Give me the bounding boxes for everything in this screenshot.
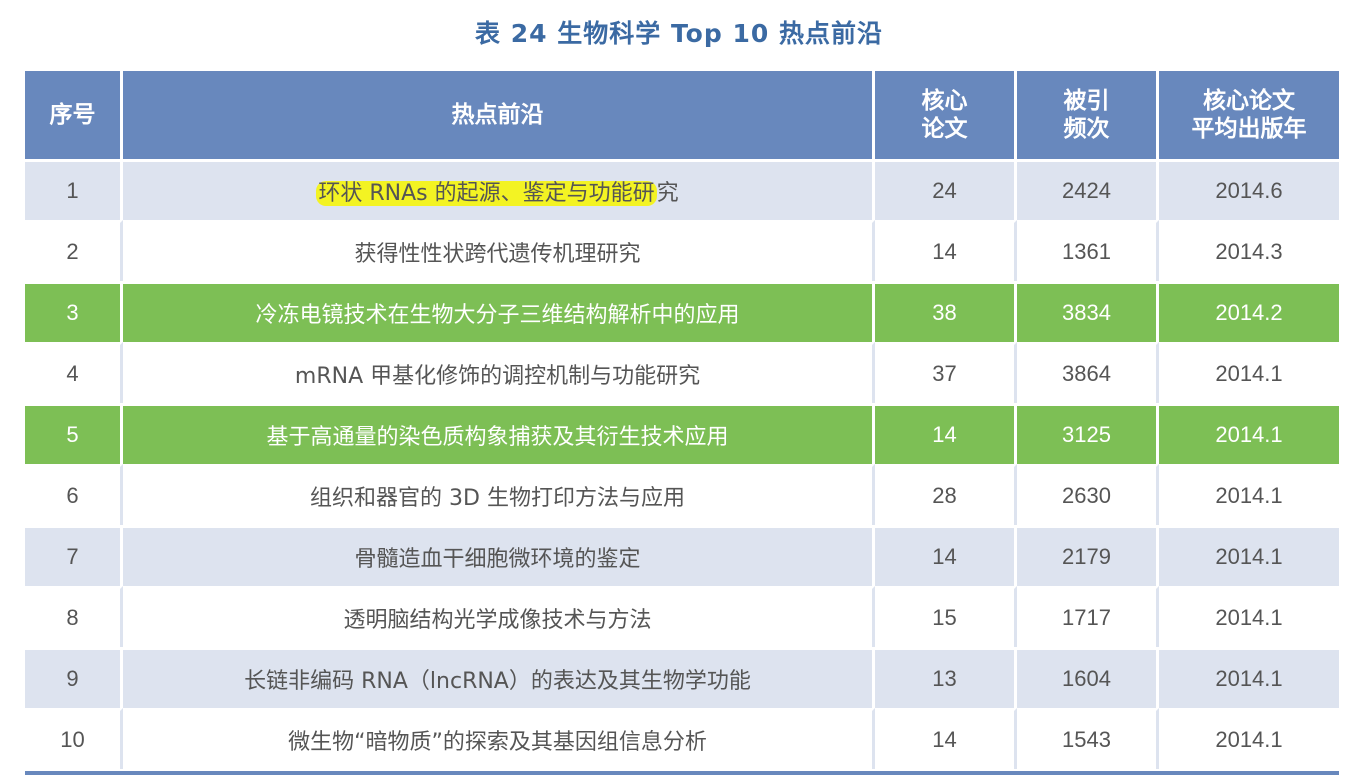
cell-avg-year: 2014.1 — [1159, 647, 1339, 708]
cell-avg-year: 2014.1 — [1159, 708, 1339, 769]
table-row-highlighted: 3 冷冻电镜技术在生物大分子三维结构解析中的应用 38 3834 2014.2 — [25, 281, 1339, 342]
cell-citations: 2179 — [1017, 525, 1159, 586]
cell-index: 10 — [25, 708, 123, 769]
cell-index: 1 — [25, 159, 123, 220]
cell-topic: 冷冻电镜技术在生物大分子三维结构解析中的应用 — [123, 281, 875, 342]
cell-avg-year: 2014.1 — [1159, 342, 1339, 403]
header-avg-year-line2: 平均出版年 — [1191, 116, 1307, 142]
cell-topic-rest: 究 — [656, 181, 679, 206]
table-bottom-rule — [25, 771, 1339, 775]
cell-index: 6 — [25, 464, 123, 525]
header-citations: 被引 频次 — [1017, 71, 1159, 159]
cell-topic: mRNA 甲基化修饰的调控机制与功能研究 — [123, 342, 875, 403]
cell-citations: 1361 — [1017, 220, 1159, 281]
cell-citations: 1543 — [1017, 708, 1159, 769]
table-row: 4 mRNA 甲基化修饰的调控机制与功能研究 37 3864 2014.1 — [25, 342, 1339, 403]
cell-avg-year: 2014.2 — [1159, 281, 1339, 342]
cell-citations: 1717 — [1017, 586, 1159, 647]
cell-index: 4 — [25, 342, 123, 403]
header-avg-year-line1: 核心论文 — [1203, 88, 1295, 114]
cell-avg-year: 2014.3 — [1159, 220, 1339, 281]
cell-topic: 微生物“暗物质”的探索及其基因组信息分析 — [123, 708, 875, 769]
cell-citations: 3834 — [1017, 281, 1159, 342]
cell-citations: 2424 — [1017, 159, 1159, 220]
header-citations-line2: 频次 — [1063, 116, 1110, 142]
cell-core-papers: 14 — [875, 708, 1017, 769]
cell-index: 3 — [25, 281, 123, 342]
cell-citations: 3864 — [1017, 342, 1159, 403]
cell-core-papers: 14 — [875, 403, 1017, 464]
table-row: 10 微生物“暗物质”的探索及其基因组信息分析 14 1543 2014.1 — [25, 708, 1339, 769]
cell-topic: 环状 RNAs 的起源、鉴定与功能研究 — [123, 159, 875, 220]
header-row: 序号 热点前沿 核心 论文 被引 频次 核心论文 平均出版年 — [25, 71, 1339, 159]
header-core-papers-line1: 核心 — [921, 88, 968, 114]
cell-avg-year: 2014.1 — [1159, 464, 1339, 525]
cell-index: 8 — [25, 586, 123, 647]
cell-avg-year: 2014.1 — [1159, 586, 1339, 647]
cell-citations: 3125 — [1017, 403, 1159, 464]
table-title: 表 24 生物科学 Top 10 热点前沿 — [475, 19, 883, 48]
cell-topic: 长链非编码 RNA（lncRNA）的表达及其生物学功能 — [123, 647, 875, 708]
cell-avg-year: 2014.1 — [1159, 403, 1339, 464]
table-row: 6 组织和器官的 3D 生物打印方法与应用 28 2630 2014.1 — [25, 464, 1339, 525]
cell-core-papers: 37 — [875, 342, 1017, 403]
cell-core-papers: 15 — [875, 586, 1017, 647]
table-row: 2 获得性性状跨代遗传机理研究 14 1361 2014.3 — [25, 220, 1339, 281]
header-avg-year: 核心论文 平均出版年 — [1159, 71, 1339, 159]
cell-core-papers: 24 — [875, 159, 1017, 220]
cell-topic: 透明脑结构光学成像技术与方法 — [123, 586, 875, 647]
table-row: 8 透明脑结构光学成像技术与方法 15 1717 2014.1 — [25, 586, 1339, 647]
hot-fronts-table: 序号 热点前沿 核心 论文 被引 频次 核心论文 平均出版年 1 环状 RNAs… — [25, 71, 1339, 769]
header-core-papers: 核心 论文 — [875, 71, 1017, 159]
cell-core-papers: 13 — [875, 647, 1017, 708]
cell-topic: 骨髓造血干细胞微环境的鉴定 — [123, 525, 875, 586]
table-row: 9 长链非编码 RNA（lncRNA）的表达及其生物学功能 13 1604 20… — [25, 647, 1339, 708]
highlighted-text: 环状 RNAs 的起源、鉴定与功能研 — [316, 181, 657, 206]
cell-core-papers: 38 — [875, 281, 1017, 342]
cell-index: 9 — [25, 647, 123, 708]
cell-citations: 1604 — [1017, 647, 1159, 708]
header-index: 序号 — [25, 71, 123, 159]
cell-citations: 2630 — [1017, 464, 1159, 525]
cell-core-papers: 28 — [875, 464, 1017, 525]
cell-topic: 基于高通量的染色质构象捕获及其衍生技术应用 — [123, 403, 875, 464]
cell-core-papers: 14 — [875, 525, 1017, 586]
cell-index: 7 — [25, 525, 123, 586]
cell-index: 2 — [25, 220, 123, 281]
cell-topic: 获得性性状跨代遗传机理研究 — [123, 220, 875, 281]
header-citations-line1: 被引 — [1063, 88, 1110, 114]
table-row: 7 骨髓造血干细胞微环境的鉴定 14 2179 2014.1 — [25, 525, 1339, 586]
table-row-highlighted: 5 基于高通量的染色质构象捕获及其衍生技术应用 14 3125 2014.1 — [25, 403, 1339, 464]
cell-core-papers: 14 — [875, 220, 1017, 281]
header-core-papers-line2: 论文 — [921, 116, 968, 142]
cell-index: 5 — [25, 403, 123, 464]
table-row: 1 环状 RNAs 的起源、鉴定与功能研究 24 2424 2014.6 — [25, 159, 1339, 220]
cell-topic: 组织和器官的 3D 生物打印方法与应用 — [123, 464, 875, 525]
header-topic: 热点前沿 — [123, 71, 875, 159]
cell-avg-year: 2014.6 — [1159, 159, 1339, 220]
cell-avg-year: 2014.1 — [1159, 525, 1339, 586]
